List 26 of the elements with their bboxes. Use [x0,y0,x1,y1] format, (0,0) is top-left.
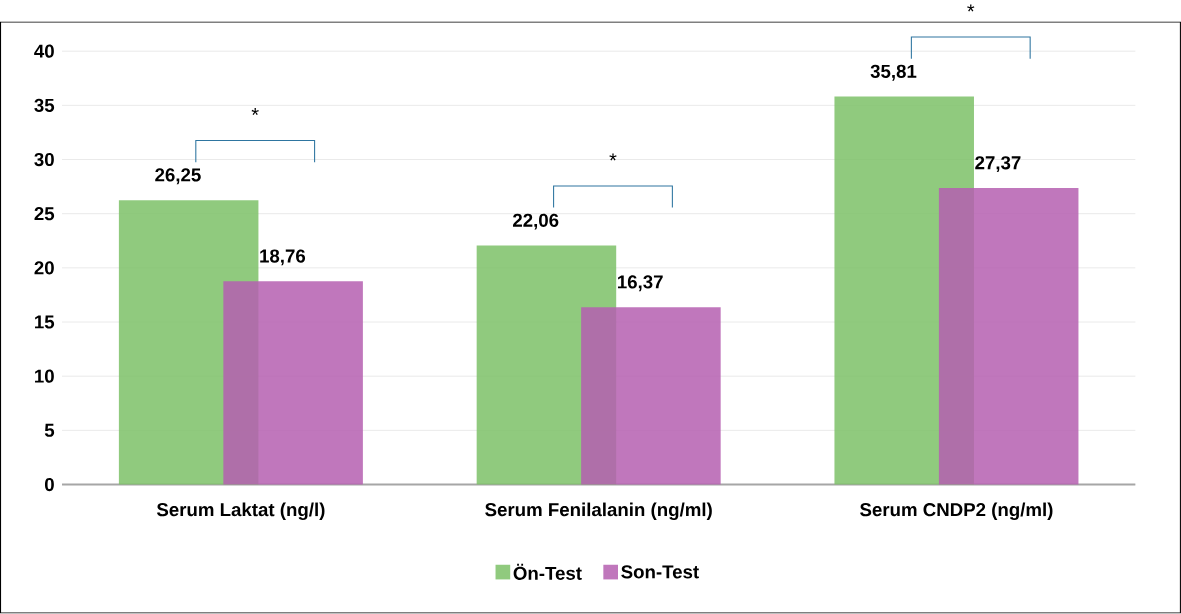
x-tick-label: Serum CNDP2 (ng/ml) [860,502,1053,521]
text: * [967,4,975,12]
y-tick-label: 15 [35,315,55,329]
y-tick-label: 40 [34,44,54,59]
data-label: 18,76 [260,249,306,266]
y-tick-label: 35 [34,98,55,113]
y-tick-label: 10 [35,369,54,384]
data-label: 16,37 [617,275,663,292]
legend-label: Son-Test [621,565,699,579]
data-label: 27,37 [975,156,1021,173]
data-label: 26,25 [155,168,201,185]
x-tick-label: Serum Laktat (ng/l) [156,502,325,521]
legend-label: Ön-Test [513,564,582,581]
x-tick-label: Serum Fenilalanin (ng/ml) [485,502,712,521]
bar [938,188,1079,485]
y-tick-label: 20 [34,261,54,275]
y-tick-label: 30 [34,153,54,167]
y-tick-label: 25 [34,207,55,221]
annotation: * [251,108,259,116]
annotation: * [609,153,617,161]
data-label: 35,81 [870,64,917,81]
y-tick-label: 0 [44,478,54,492]
bar [223,281,363,485]
bar [581,307,721,485]
data-label: 22,06 [513,213,559,230]
y-tick-label: 5 [44,424,55,438]
